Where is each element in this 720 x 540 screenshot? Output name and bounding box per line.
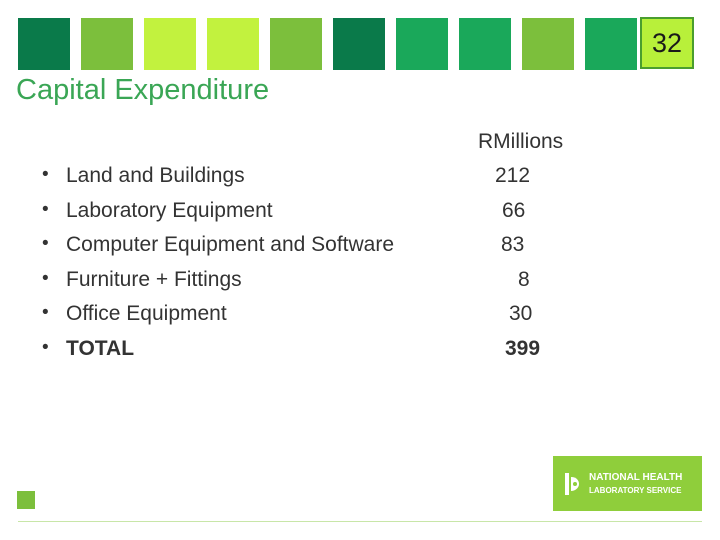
nhls-logo: NATIONAL HEALTH LABORATORY SERVICE xyxy=(553,456,702,511)
footer-divider xyxy=(18,521,702,522)
bullet-icon: • xyxy=(42,268,49,289)
list-item: • TOTAL 399 xyxy=(0,337,720,371)
list-item: • Laboratory Equipment 66 xyxy=(0,199,720,233)
bullet-icon: • xyxy=(42,164,49,185)
logo-line-2: LABORATORY SERVICE xyxy=(589,485,682,495)
units-header: RMillions xyxy=(478,130,564,153)
list-item: • Land and Buildings 212 xyxy=(0,164,720,198)
header-square-2 xyxy=(81,18,133,70)
header-square-6 xyxy=(333,18,385,70)
header-square-9 xyxy=(522,18,574,70)
nhls-emblem-icon xyxy=(565,472,579,495)
header-square-5 xyxy=(270,18,322,70)
bullet-icon: • xyxy=(42,233,49,254)
slide-number: 32 xyxy=(640,17,694,69)
list-item: • Office Equipment 30 xyxy=(0,302,720,336)
header-square-8 xyxy=(459,18,511,70)
item-value: 8 xyxy=(518,268,530,291)
item-value: 30 xyxy=(509,302,533,325)
footer-square xyxy=(17,491,35,509)
bullet-icon: • xyxy=(42,199,49,220)
header-square-10 xyxy=(585,18,637,70)
item-value: 399 xyxy=(505,337,541,360)
item-label: Furniture + Fittings xyxy=(66,268,242,291)
bullet-icon: • xyxy=(42,337,49,358)
header-square-4 xyxy=(207,18,259,70)
item-label: Land and Buildings xyxy=(66,164,245,187)
item-label: TOTAL xyxy=(66,337,135,360)
item-value: 212 xyxy=(495,164,531,187)
list-item: • Furniture + Fittings 8 xyxy=(0,268,720,302)
logo-text: NATIONAL HEALTH LABORATORY SERVICE xyxy=(589,471,682,497)
logo-line-1: NATIONAL HEALTH xyxy=(589,471,683,483)
header-square-7 xyxy=(396,18,448,70)
item-value: 66 xyxy=(502,199,526,222)
slide-title: Capital Expenditure xyxy=(16,74,270,106)
header-square-1 xyxy=(18,18,70,70)
item-label: Office Equipment xyxy=(66,302,227,325)
item-label: Computer Equipment and Software xyxy=(66,233,395,256)
header-square-3 xyxy=(144,18,196,70)
item-label: Laboratory Equipment xyxy=(66,199,273,222)
item-value: 83 xyxy=(501,233,525,256)
list-item: • Computer Equipment and Software 83 xyxy=(0,233,720,267)
bullet-icon: • xyxy=(42,302,49,323)
